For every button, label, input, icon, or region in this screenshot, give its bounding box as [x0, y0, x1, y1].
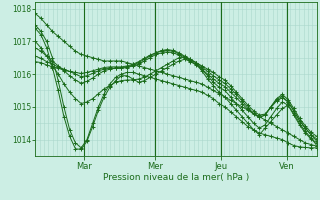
- X-axis label: Pression niveau de la mer( hPa ): Pression niveau de la mer( hPa ): [103, 173, 249, 182]
